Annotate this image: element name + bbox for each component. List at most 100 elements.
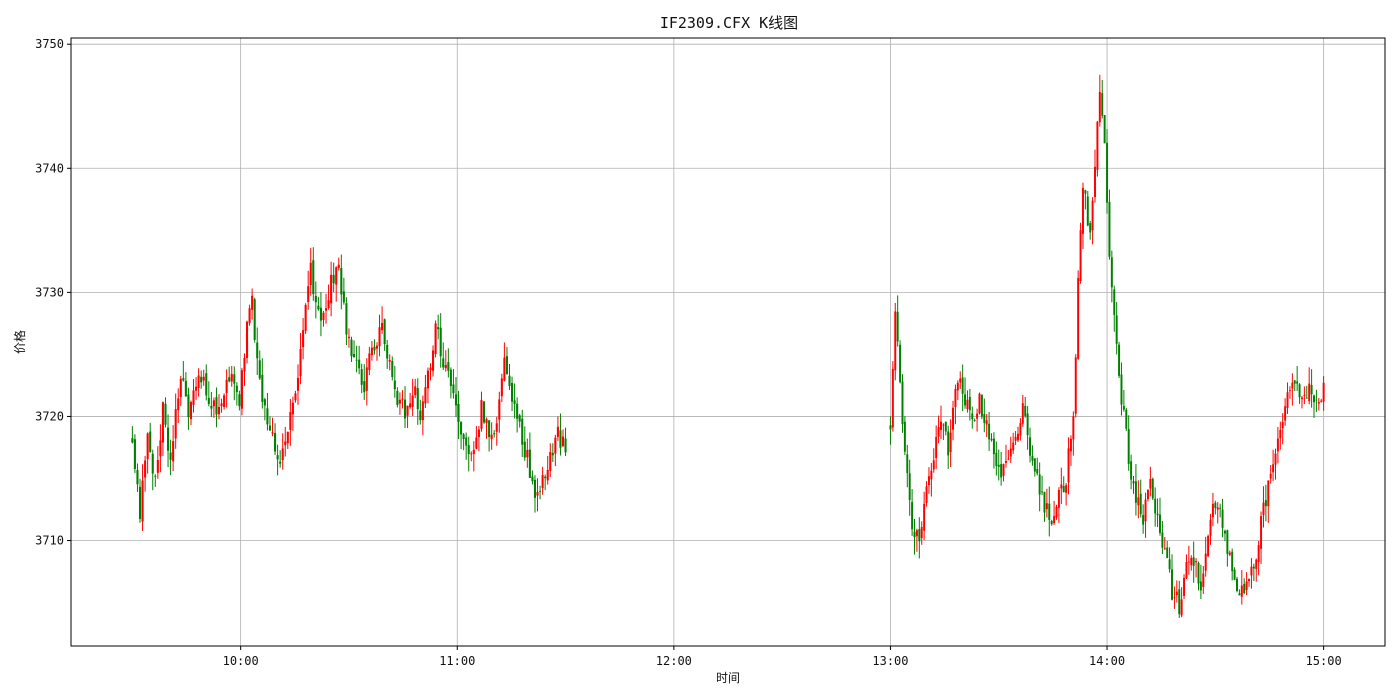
candle-body xyxy=(1149,478,1152,489)
candle-body xyxy=(391,360,394,378)
y-axis: 3710 3720 3730 3740 3750 xyxy=(35,37,71,548)
candle-body xyxy=(1089,223,1092,233)
candle-body xyxy=(541,474,544,489)
candle-body xyxy=(1019,423,1022,436)
candle-body xyxy=(1252,566,1255,569)
candle-body xyxy=(1062,486,1065,493)
candle-body xyxy=(248,308,251,323)
candle-body xyxy=(299,349,302,376)
candle-body xyxy=(1315,399,1318,401)
candle-body xyxy=(899,344,902,383)
candle-body xyxy=(136,469,139,485)
candle-body xyxy=(990,438,993,441)
candle-body xyxy=(434,323,437,355)
candle-body xyxy=(1127,429,1130,464)
candle-body xyxy=(261,374,264,402)
candle-body xyxy=(1168,559,1171,570)
candle-body xyxy=(1226,530,1229,554)
candle-body xyxy=(942,424,945,426)
candle-body xyxy=(983,414,986,423)
candle-body xyxy=(189,402,193,420)
candle-body xyxy=(1216,507,1219,510)
candle-body xyxy=(220,403,223,407)
candle-body xyxy=(1021,403,1024,424)
candle-body xyxy=(457,403,460,422)
candle-body xyxy=(1125,409,1128,429)
candle-body xyxy=(1274,453,1277,465)
candle-body xyxy=(988,423,991,440)
candle-body xyxy=(1272,464,1275,473)
y-tick-label: 3710 xyxy=(35,534,64,548)
candle-body xyxy=(444,364,447,369)
candle-body xyxy=(913,531,916,538)
candle-body xyxy=(927,476,930,486)
candle-body xyxy=(271,432,274,434)
candle-body xyxy=(1055,506,1058,518)
candle-body xyxy=(1250,566,1253,576)
candle-body xyxy=(202,376,205,381)
candle-body xyxy=(159,440,162,457)
candle-body xyxy=(978,393,981,414)
candle-body xyxy=(363,381,366,393)
candle-body xyxy=(1084,190,1087,194)
candle-body xyxy=(516,403,519,419)
candle-body xyxy=(449,369,452,386)
candle-body xyxy=(406,405,409,416)
candle-body xyxy=(1041,491,1044,493)
candle-body xyxy=(467,445,470,455)
candle-body xyxy=(1118,344,1121,376)
candle-body xyxy=(1142,514,1145,525)
candle-body xyxy=(378,327,381,347)
candle-body xyxy=(355,359,358,361)
candle-body xyxy=(1228,552,1231,555)
candle-body xyxy=(403,399,407,419)
candle-body xyxy=(1060,484,1063,489)
candle-body xyxy=(294,393,297,401)
candle-body xyxy=(144,460,147,478)
candle-body xyxy=(177,398,180,411)
candle-body xyxy=(291,402,294,415)
candle-body xyxy=(925,486,928,503)
candle-body xyxy=(358,359,361,369)
candle-body xyxy=(251,295,254,310)
x-axis-label: 时间 xyxy=(716,671,740,685)
candle-body xyxy=(1269,473,1272,479)
candle-body xyxy=(439,327,442,357)
candle-body xyxy=(350,339,353,357)
candle-body xyxy=(1298,384,1301,398)
candle-body xyxy=(1113,289,1116,315)
candle-body xyxy=(419,410,422,421)
candle-body xyxy=(1057,489,1060,508)
candle-body xyxy=(263,399,266,406)
candle-body xyxy=(215,397,218,415)
plot-frame xyxy=(70,37,1386,647)
candle-body xyxy=(1223,530,1226,534)
candle-body xyxy=(319,307,322,321)
candle-body xyxy=(959,378,962,383)
candle-body xyxy=(151,453,154,474)
candle-body xyxy=(539,490,542,492)
candle-body xyxy=(1026,413,1029,436)
candle-body xyxy=(1120,374,1123,405)
candle-body xyxy=(243,357,246,372)
candle-body xyxy=(274,432,277,452)
candle-body xyxy=(276,455,279,460)
candle-body xyxy=(1077,278,1080,359)
candle-body xyxy=(930,470,933,480)
candle-body xyxy=(559,430,562,448)
candle-body xyxy=(1296,381,1299,384)
candle-body xyxy=(424,387,427,404)
candle-body xyxy=(342,291,345,303)
candle-body xyxy=(1166,547,1169,558)
candle-body xyxy=(918,529,921,542)
candle-body xyxy=(939,421,942,431)
candle-body xyxy=(1305,397,1308,399)
candle-body xyxy=(154,475,157,477)
candle-body xyxy=(314,295,317,303)
candle-body xyxy=(1079,230,1082,282)
candle-body xyxy=(1029,437,1032,456)
candle-body xyxy=(452,384,455,394)
candle-body xyxy=(1094,166,1096,198)
candle-body xyxy=(373,346,376,351)
candle-body xyxy=(454,394,458,406)
